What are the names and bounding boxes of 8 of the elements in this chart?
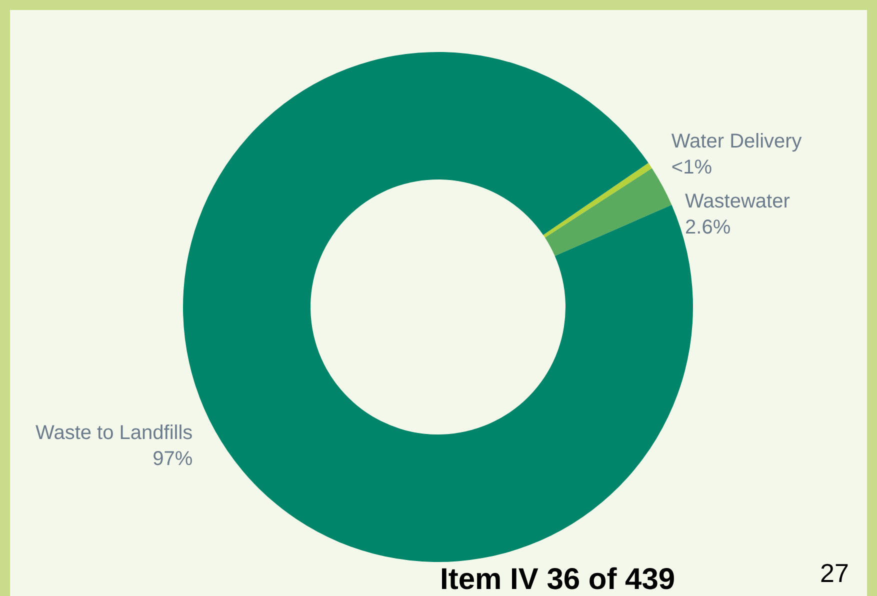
data-label: <1%: [671, 156, 712, 178]
slice-label: Wastewater: [685, 190, 790, 212]
data-label: 2.6%: [685, 216, 731, 238]
text: 27: [820, 558, 849, 589]
text: Item IV 36 of 439: [440, 563, 676, 596]
slice-label: Water Delivery: [671, 130, 802, 152]
slice-label: Waste to Landfills: [36, 422, 193, 444]
data-label: 97%: [152, 448, 193, 470]
